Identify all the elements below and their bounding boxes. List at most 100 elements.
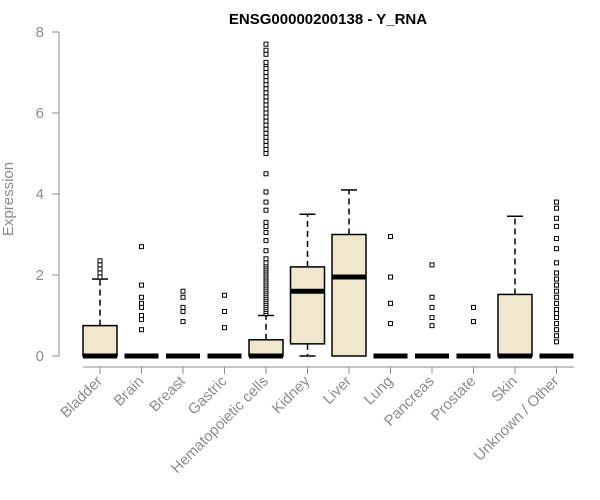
outlier-point <box>263 102 269 108</box>
outlier-point <box>263 114 269 120</box>
outlier-point <box>263 146 269 152</box>
box-brain <box>124 244 159 359</box>
y-tick-label: 6 <box>36 105 44 122</box>
box-skin <box>497 215 533 359</box>
outlier-point <box>263 199 269 205</box>
outlier-point <box>139 244 144 250</box>
y-tick-label: 0 <box>36 348 44 365</box>
box-lung <box>373 234 408 359</box>
box-breast <box>166 288 200 359</box>
outlier-point <box>222 308 227 314</box>
outlier-point <box>263 110 269 116</box>
outlier-point <box>263 151 269 156</box>
outlier-point <box>180 308 186 314</box>
outlier-point <box>263 256 269 262</box>
outlier-point <box>139 300 144 306</box>
outlier-point <box>388 274 393 280</box>
outlier-point <box>554 276 559 282</box>
outlier-point <box>554 199 559 205</box>
outlier-point <box>263 82 269 88</box>
outlier-point <box>97 274 103 280</box>
outlier-point <box>554 310 559 316</box>
outlier-point <box>388 300 393 306</box>
outlier-point <box>263 189 269 195</box>
outlier-point <box>97 262 103 268</box>
outlier-point <box>263 126 269 132</box>
outlier-point <box>554 260 559 266</box>
outlier-point <box>554 333 559 339</box>
outlier-point <box>554 215 559 221</box>
outlier-point <box>263 142 269 148</box>
outlier-point <box>429 315 435 321</box>
outlier-point <box>263 238 269 244</box>
outlier-point <box>263 47 269 53</box>
outlier-point <box>263 138 269 144</box>
outlier-point <box>554 315 559 321</box>
outlier-point <box>263 41 269 47</box>
outlier-point <box>139 294 144 300</box>
box-prostate <box>456 304 491 359</box>
box-iqr <box>497 293 533 357</box>
x-tick-label: Lung <box>361 373 397 409</box>
outlier-point <box>139 313 144 318</box>
outlier-point <box>554 294 559 300</box>
outlier-point <box>263 260 269 266</box>
outlier-point <box>180 319 186 325</box>
outlier-point <box>263 122 269 128</box>
y-axis-label: Expression <box>0 162 17 236</box>
outlier-point <box>554 270 559 276</box>
outlier-point <box>139 327 144 333</box>
outlier-point <box>263 94 269 100</box>
outlier-point <box>263 106 269 112</box>
outlier-point <box>471 304 476 310</box>
outlier-point <box>263 223 269 229</box>
outlier-point <box>429 262 435 268</box>
box-liver <box>331 189 367 357</box>
outlier-point <box>180 304 186 310</box>
outlier-point <box>554 327 559 333</box>
box-unknown-other <box>539 199 574 359</box>
y-axis-ticks: 0 2 4 6 8 <box>36 24 59 365</box>
outlier-point <box>263 51 269 57</box>
outlier-point <box>97 266 103 272</box>
outlier-point <box>429 304 435 310</box>
x-tick-label: Prostate <box>428 373 480 425</box>
outlier-point <box>263 70 269 75</box>
boxes <box>82 41 574 359</box>
box-kidney <box>289 213 326 357</box>
outlier-point <box>263 207 269 213</box>
x-tick-label: Breast <box>146 372 189 415</box>
outlier-point <box>554 205 559 211</box>
outlier-point <box>263 229 269 235</box>
outlier-point <box>263 59 269 65</box>
outlier-point <box>139 304 144 310</box>
outlier-point <box>263 248 269 254</box>
outlier-point <box>263 130 269 136</box>
outlier-point <box>263 86 269 92</box>
outlier-point <box>554 246 559 252</box>
box-iqr <box>289 266 326 345</box>
y-tick-label: 2 <box>36 267 44 284</box>
box-pancreas <box>415 262 449 359</box>
outlier-point <box>263 118 269 124</box>
outlier-point <box>388 234 393 240</box>
outlier-point <box>263 78 269 84</box>
outlier-point <box>97 270 103 276</box>
outlier-point <box>554 306 559 312</box>
outlier-point <box>554 223 559 229</box>
outlier-point <box>139 317 144 323</box>
x-tick-label: Liver <box>320 373 355 408</box>
outlier-point <box>139 282 144 288</box>
outlier-point <box>222 325 227 331</box>
outlier-point <box>388 321 393 327</box>
outlier-point <box>554 236 559 242</box>
outlier-point <box>180 294 186 300</box>
outlier-point <box>429 323 435 329</box>
outlier-point <box>263 90 269 96</box>
x-tick-label: Skin <box>488 373 521 406</box>
outlier-point <box>180 288 186 294</box>
x-tick-label: Bladder <box>57 373 106 422</box>
outlier-point <box>263 171 269 177</box>
outlier-point <box>263 74 269 80</box>
